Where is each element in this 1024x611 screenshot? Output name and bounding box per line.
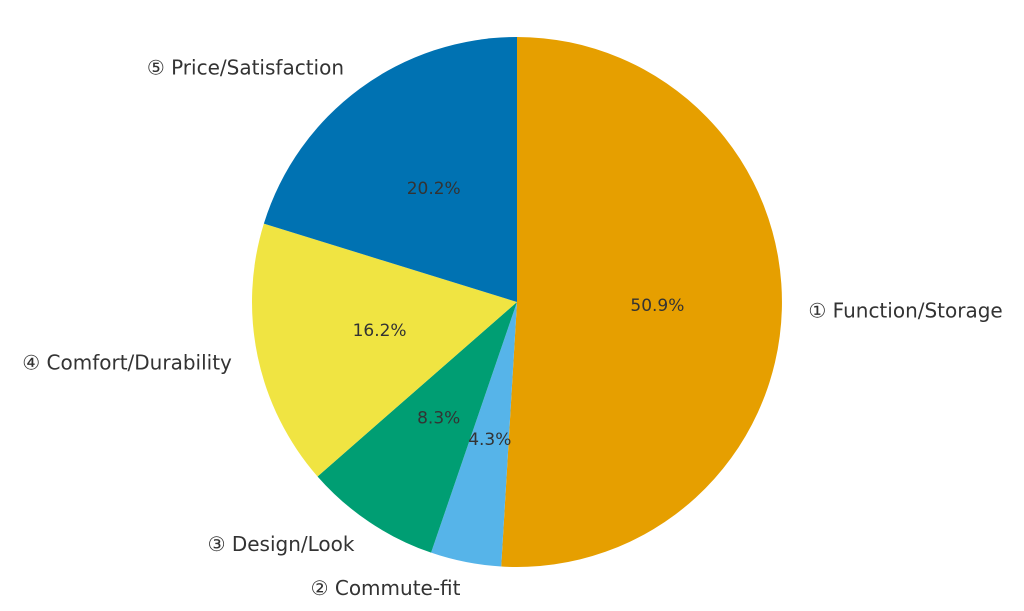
- pie-slice: [317, 302, 517, 553]
- pie-slice: [431, 302, 517, 567]
- category-label: ④ Comfort/Durability: [22, 351, 232, 375]
- percent-label: 50.9%: [630, 296, 684, 316]
- percent-label: 20.2%: [407, 179, 461, 199]
- percent-labels: 50.9% 4.3% 8.3% 16.2% 20.2%: [353, 179, 685, 450]
- percent-label: 16.2%: [353, 321, 407, 341]
- pie-slice: [263, 36, 517, 303]
- percent-label: 4.3%: [468, 430, 511, 450]
- pie-slice: [501, 37, 782, 568]
- category-labels: ① Function/Storage ② Commute-fit ③ Design/…: [22, 55, 1003, 600]
- category-label: ① Function/Storage: [808, 299, 1002, 323]
- percent-label: 8.3%: [417, 409, 460, 429]
- category-label: ⑤ Price/Satisfaction: [147, 55, 344, 79]
- category-label: ③ Design/Look: [208, 532, 355, 556]
- pie-slice: [252, 223, 518, 477]
- category-label: ② Commute-fit: [311, 576, 461, 600]
- pie-slices: [252, 36, 782, 568]
